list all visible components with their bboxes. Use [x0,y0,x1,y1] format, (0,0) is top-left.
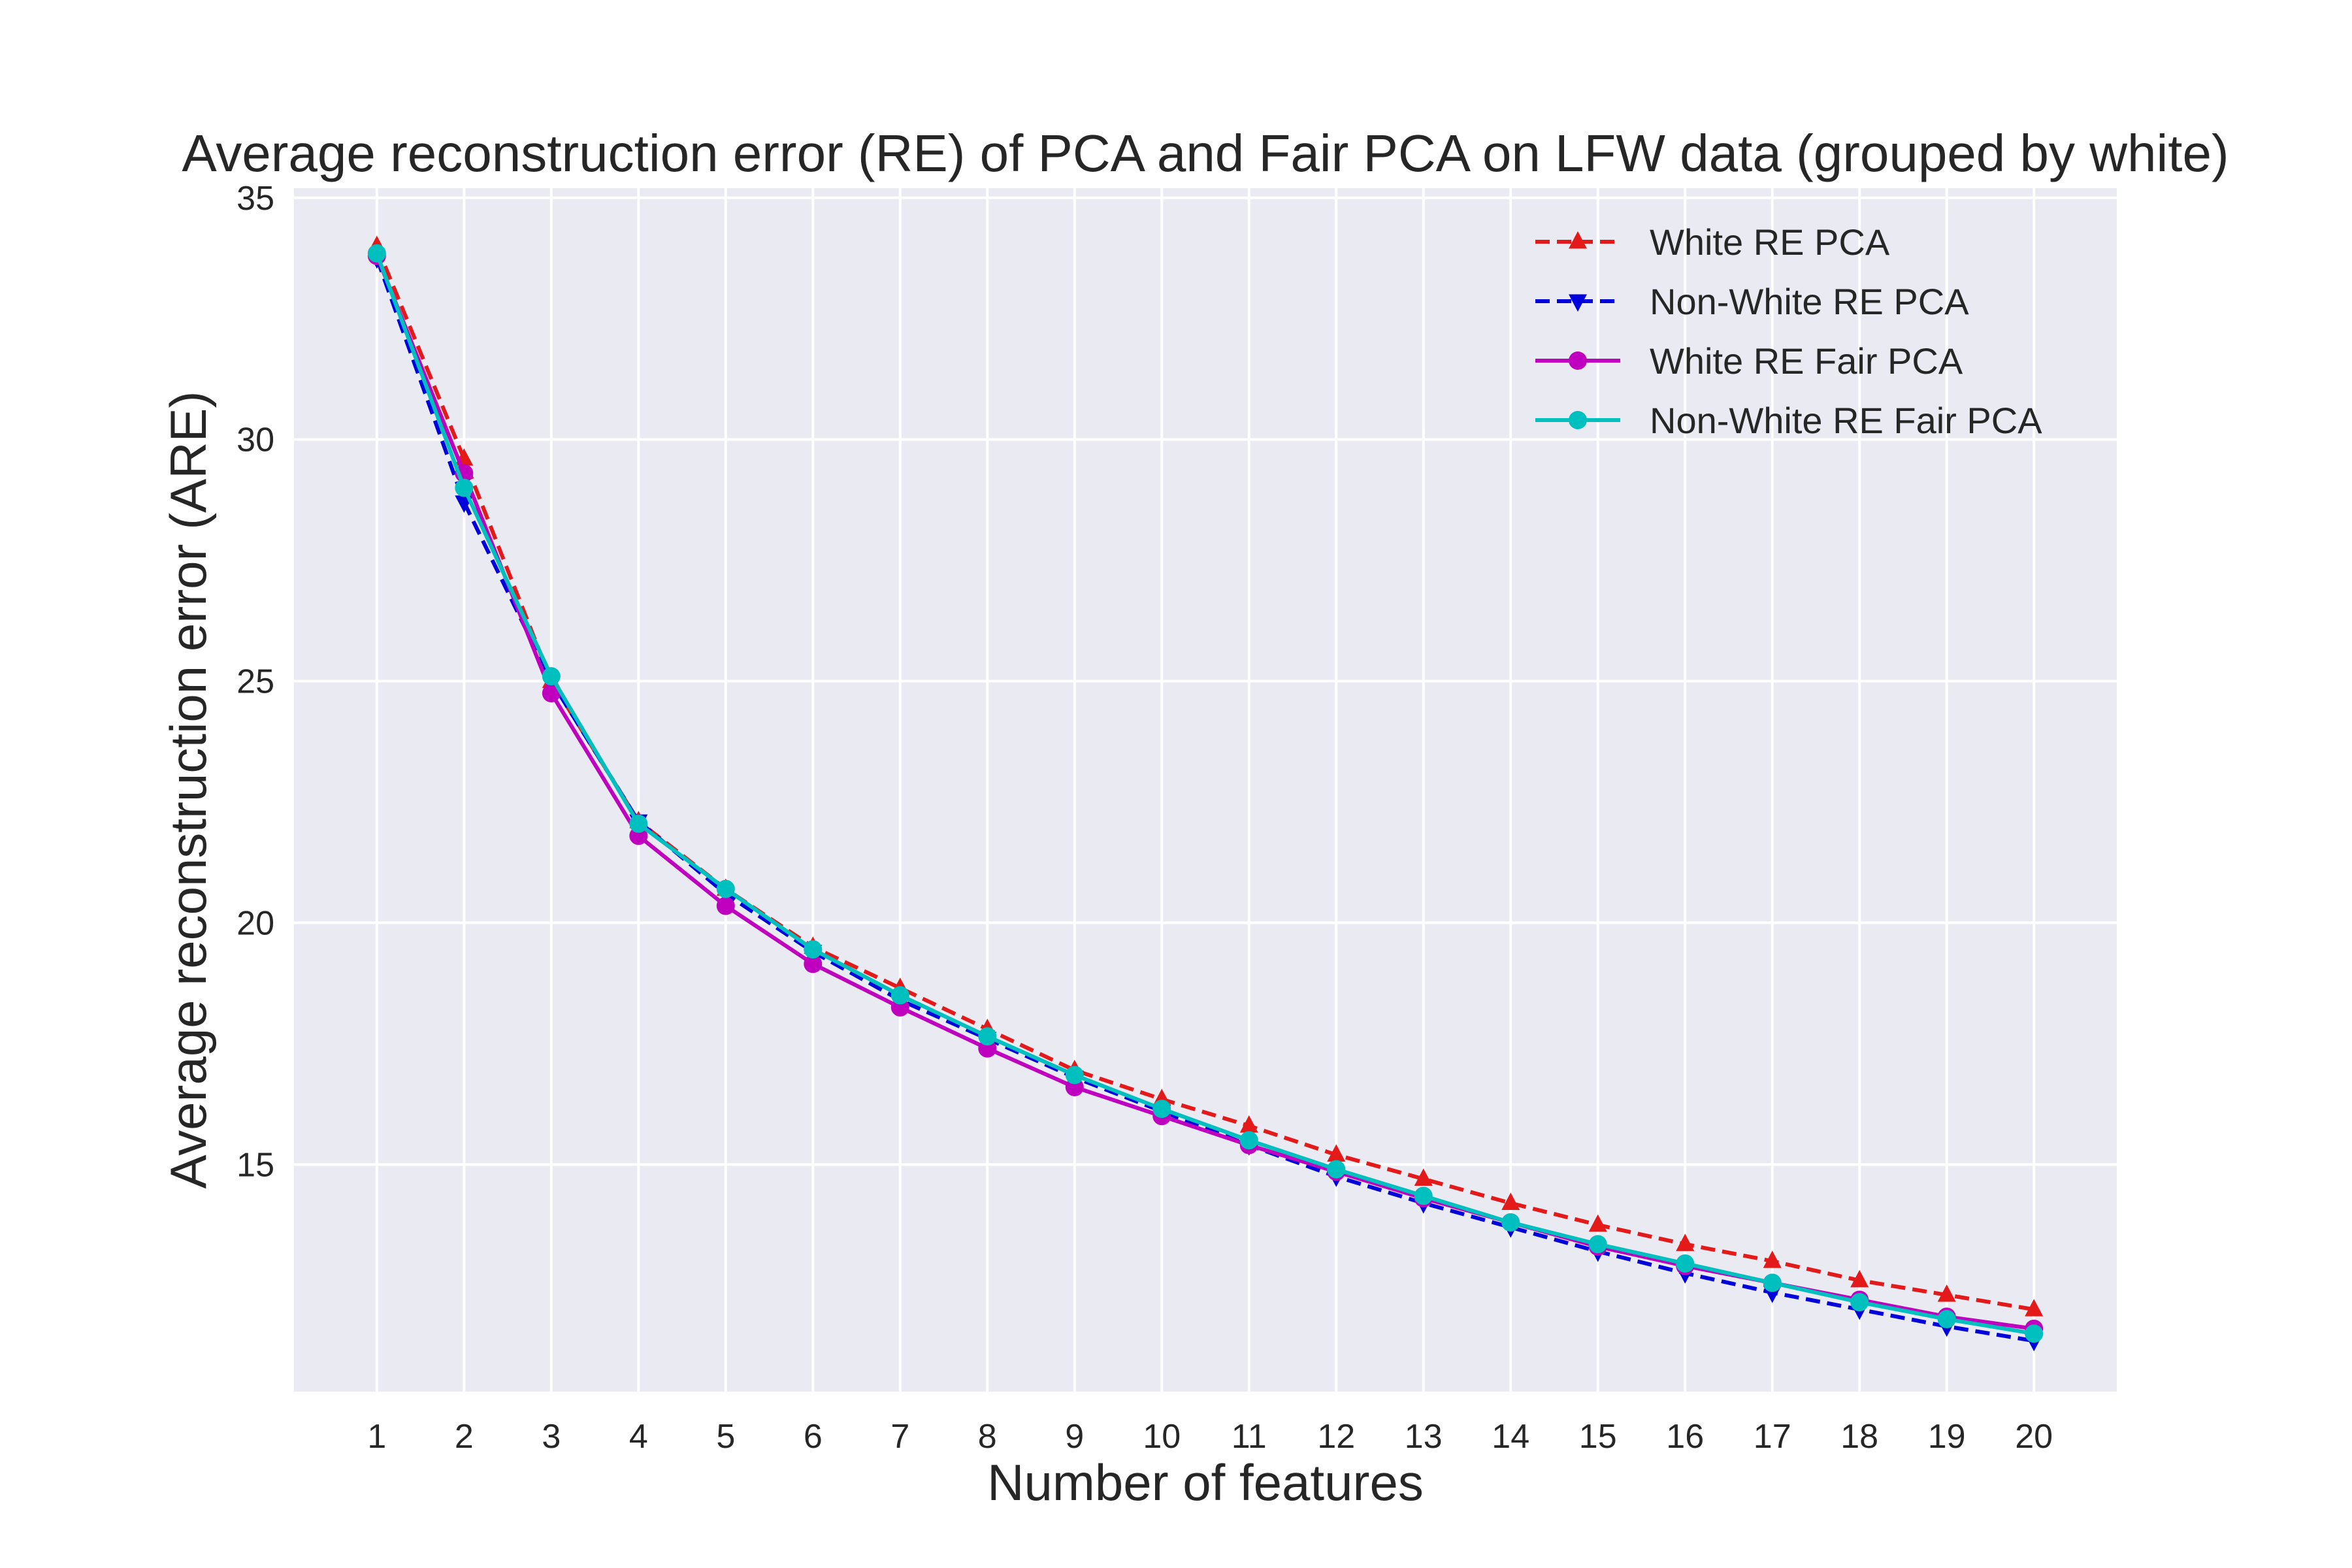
x-tick-label: 8 [978,1418,997,1456]
legend-entry: Non-White RE PCA [1535,281,1969,322]
x-tick-label: 15 [1579,1418,1617,1456]
x-axis-label: Number of features [987,1454,1424,1511]
data-point [1414,1186,1433,1205]
x-tick-label: 4 [629,1418,648,1456]
x-tick-label: 7 [890,1418,909,1456]
legend-label: Non-White RE Fair PCA [1650,400,2042,441]
legend-entry: White RE Fair PCA [1535,340,1963,382]
y-axis-label: Average reconstruction error (ARE) [159,391,217,1188]
legend-label: Non-White RE PCA [1650,281,1969,322]
chart-title: Average reconstruction error (RE) of PCA… [182,124,2229,182]
data-point [716,879,735,898]
legend-marker [1569,411,1587,429]
data-point [2025,1299,2044,1316]
x-tick-label: 1 [367,1418,386,1456]
data-point [1501,1213,1520,1232]
y-tick-label: 30 [237,421,274,459]
data-point [1239,1115,1258,1133]
data-point [1588,1235,1607,1254]
x-tick-label: 10 [1143,1418,1181,1456]
y-tick-label: 25 [237,663,274,701]
data-point [1327,1144,1346,1162]
x-axis-ticks: 1 2 3 4 5 6 7 8 9 10 11 12 13 14 15 16 17 18 19 20 [367,1418,2053,1456]
legend-entry: White RE PCA [1535,221,1890,263]
data-point [1763,1250,1782,1268]
data-point [1676,1254,1695,1273]
legend-marker [1569,231,1587,249]
data-point [1327,1160,1346,1179]
legend-marker [1569,351,1587,370]
x-tick-label: 6 [804,1418,823,1456]
data-point [1152,1100,1171,1119]
x-tick-label: 11 [1232,1418,1267,1456]
data-point [890,986,909,1005]
y-tick-label: 20 [237,904,274,942]
data-point [1937,1284,1956,1302]
data-point [1065,1066,1084,1085]
y-tick-label: 35 [237,180,274,218]
data-point [1414,1168,1433,1186]
data-point [1501,1192,1520,1210]
data-point [542,667,561,686]
x-tick-label: 9 [1065,1418,1084,1456]
legend-label: White RE Fair PCA [1650,340,1963,382]
data-point [2025,1324,2044,1343]
data-point [1763,1273,1782,1292]
legend-entry: Non-White RE Fair PCA [1535,400,2042,441]
x-tick-label: 16 [1666,1418,1704,1456]
x-tick-label: 5 [716,1418,735,1456]
grid [294,188,2117,1392]
x-tick-label: 2 [455,1418,474,1456]
data-point [1239,1131,1258,1150]
x-tick-label: 20 [2015,1418,2053,1456]
series-layer [367,235,2044,1352]
plot-area [294,188,2117,1392]
legend-marker [1569,294,1587,312]
data-point [629,814,648,833]
x-tick-label: 14 [1492,1418,1529,1456]
data-point [542,684,561,703]
data-point [455,478,474,497]
data-point [804,940,823,959]
data-point [1588,1214,1607,1232]
data-point [716,896,735,915]
x-tick-label: 12 [1317,1418,1355,1456]
data-point [367,244,386,263]
legend: White RE PCA Non-White RE PCA White RE Fai… [1535,221,2042,441]
x-tick-label: 17 [1754,1418,1791,1456]
y-tick-label: 15 [237,1146,274,1184]
legend-label: White RE PCA [1650,221,1890,263]
data-point [804,955,823,973]
data-point [1937,1310,1956,1329]
series-line [374,257,2034,1343]
data-point [978,1027,997,1046]
series-4 [367,244,2044,1343]
data-point [1850,1293,1869,1312]
x-tick-label: 18 [1840,1418,1878,1456]
data-point [1850,1269,1869,1288]
y-axis-ticks: 15 20 25 30 35 [237,180,274,1184]
data-point [1676,1233,1695,1251]
series-line [375,252,2034,1336]
x-tick-label: 13 [1405,1418,1443,1456]
x-tick-label: 19 [1928,1418,1966,1456]
x-tick-label: 3 [542,1418,561,1456]
